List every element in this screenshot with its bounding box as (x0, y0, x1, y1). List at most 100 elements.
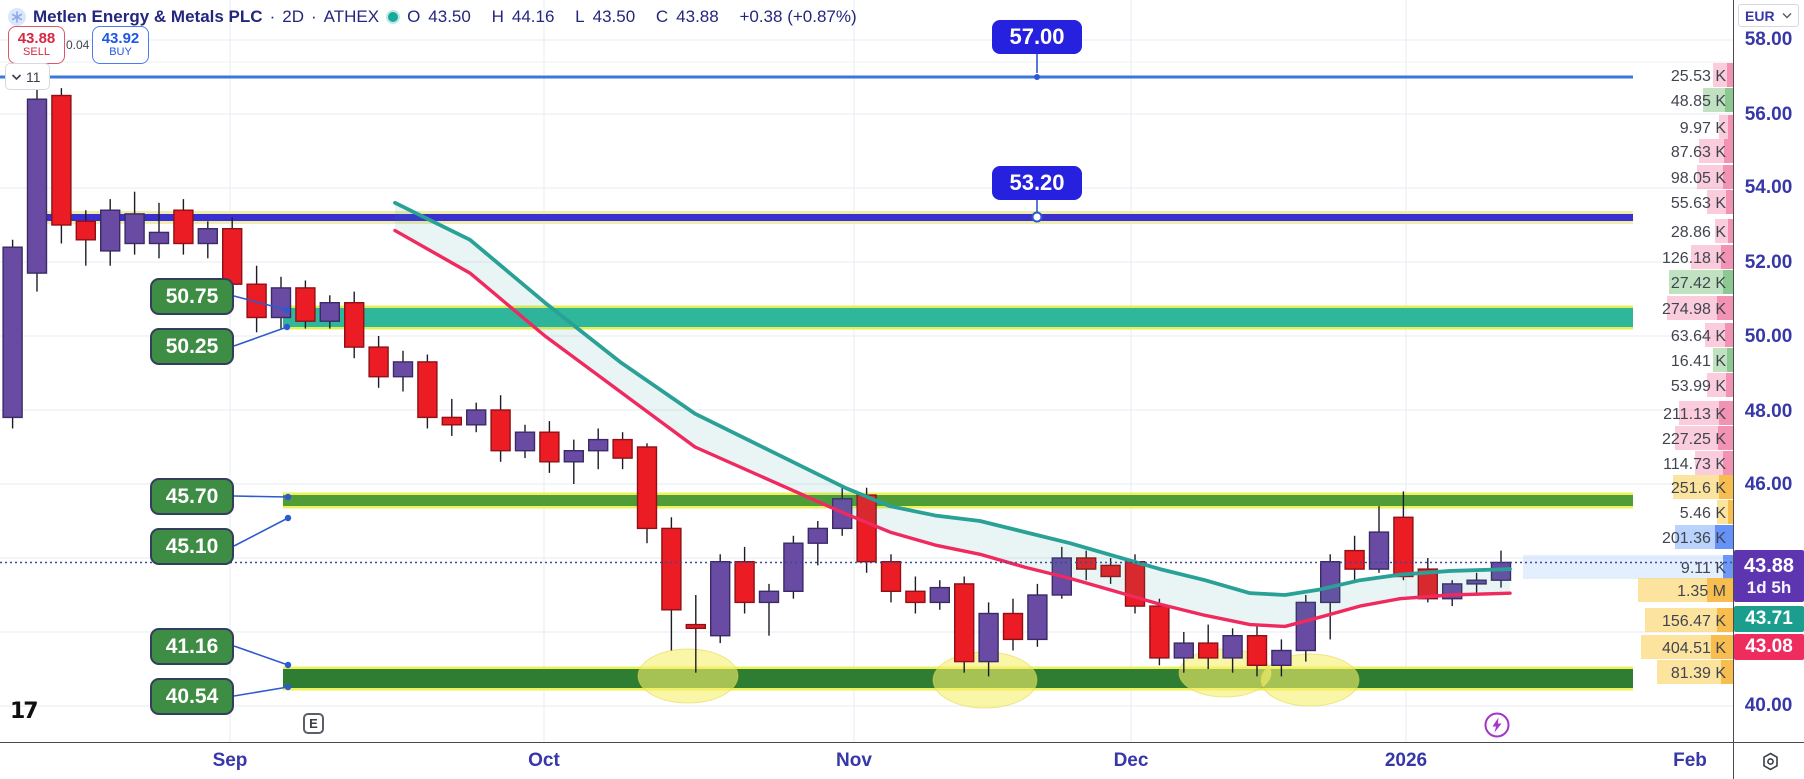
candle-body (319, 302, 340, 322)
volume-profile-bar-nub (1719, 475, 1733, 499)
volume-profile-bar-nub (1728, 115, 1733, 139)
separator: · (269, 7, 276, 26)
volume-profile-bar-nub (1725, 88, 1733, 112)
price-tick-label: 50.00 (1744, 326, 1793, 347)
price-level-badge-57.00[interactable]: 57.00 (992, 20, 1082, 54)
indicator-price-badge: 43.08 (1734, 634, 1804, 660)
chevron-down-icon (11, 73, 22, 80)
volume-profile-bar-nub (1723, 451, 1733, 475)
sell-price: 43.88 (17, 30, 56, 48)
currency-selector[interactable]: EUR (1738, 4, 1799, 27)
time-axis-border (0, 742, 1804, 743)
buy-button[interactable]: 43.92 BUY (92, 26, 149, 64)
candle-body (1393, 516, 1414, 578)
candle-body (588, 438, 609, 452)
last-price-badge: 43.88 1d 5h (1734, 550, 1804, 602)
candle-body (905, 590, 926, 604)
object-count: 11 (26, 68, 41, 85)
time-axis-label: Nov (836, 750, 872, 771)
chart-canvas[interactable]: 25.53 K 48.85 K 9.97 K 87.63 K 98.05 K 55.63 … (0, 0, 1733, 742)
volume-profile-bar-nub (1719, 401, 1733, 425)
volume-profile-value: 9.97 K (1680, 120, 1727, 137)
candle-body (368, 346, 389, 378)
candle-body (1466, 579, 1487, 585)
ma-fast-line (393, 228, 1512, 629)
volume-profile-bar-nub (1728, 219, 1733, 243)
volume-profile-value: 27.42 K (1671, 275, 1726, 292)
price-level-badge-50.75[interactable]: 50.75 (150, 278, 234, 315)
candle-body (417, 361, 438, 419)
volume-profile-bar-nub (1727, 63, 1733, 87)
candle-body (295, 287, 316, 322)
price-level-badge-45.10[interactable]: 45.10 (150, 528, 234, 565)
volume-profile-value: 28.86 K (1671, 224, 1726, 241)
candle-body (1417, 568, 1439, 600)
volume-profile-bar-nub (1727, 348, 1733, 372)
volume-profile-bar-nub (1718, 426, 1733, 450)
earnings-marker[interactable]: E (303, 713, 324, 734)
volume-profile-value: 274.98 K (1662, 301, 1726, 318)
candle-body (1002, 612, 1024, 641)
volume-profile-value: 201.36 K (1662, 530, 1726, 547)
volume-profile-value: 81.39 K (1671, 665, 1726, 682)
volume-profile-value: 87.63 K (1671, 144, 1726, 161)
bar-countdown: 1d 5h (1746, 577, 1792, 597)
sell-label: SELL (23, 46, 50, 59)
timeframe[interactable]: 2D (282, 7, 304, 26)
volume-profile-bar (1657, 660, 1733, 684)
price-tick-label: 56.00 (1744, 104, 1793, 125)
candle-body (1295, 601, 1317, 652)
candle-body (75, 220, 97, 241)
alert-lightning-icon[interactable] (1482, 710, 1512, 740)
highlight-ellipse[interactable] (637, 648, 739, 704)
price-tick-label: 58.00 (1744, 29, 1793, 50)
price-level-badge-40.54[interactable]: 40.54 (150, 678, 234, 715)
candle-body (1271, 649, 1292, 667)
exchange[interactable]: ATHEX (323, 7, 380, 26)
candle-body (1368, 531, 1390, 570)
ohlc-values: O 43.50 H 44.16 L 43.50 C 43.88 +0.38 (+0.87… (407, 7, 857, 26)
separator: · (310, 7, 317, 26)
volume-profile-bar-nub (1723, 165, 1733, 189)
symbol-logo-icon (8, 8, 26, 26)
buy-label: BUY (109, 46, 132, 59)
volume-profile-bar-nub (1717, 608, 1733, 632)
candle-body (978, 612, 999, 663)
highlight-ellipse[interactable] (1260, 653, 1360, 707)
anchor-dot (284, 661, 292, 669)
badge-connector (233, 295, 288, 311)
price-level-badge-50.25[interactable]: 50.25 (150, 328, 234, 365)
candle-body (1100, 564, 1121, 578)
volume-profile-value: 25.53 K (1671, 68, 1726, 85)
time-axis-label: Dec (1113, 750, 1149, 771)
volume-profile-bar-nub (1723, 270, 1733, 294)
candle-body (441, 416, 462, 426)
anchor-ring (1031, 211, 1043, 223)
gear-icon[interactable] (1757, 748, 1784, 775)
price-level-badge-45.70[interactable]: 45.70 (150, 478, 234, 515)
object-tree-toggle-button[interactable]: 11 (5, 63, 50, 90)
price-zone (283, 495, 1633, 506)
price-level-badge-53.20[interactable]: 53.20 (992, 166, 1082, 200)
price-level-badge-41.16[interactable]: 41.16 (150, 628, 234, 665)
ma-slow-line (393, 200, 1512, 597)
badge-connector (233, 645, 289, 666)
symbol-header: Metlen Energy & Metals PLC · 2D · ATHEX … (8, 7, 865, 27)
candle-body (783, 542, 804, 593)
candle-body (514, 431, 536, 452)
volume-profile-bar-nub (1711, 635, 1733, 659)
candle-body (344, 302, 365, 348)
symbol-name[interactable]: Metlen Energy & Metals PLC (33, 7, 263, 26)
price-tick-label: 46.00 (1744, 474, 1793, 495)
indicator-price-badge: 43.71 (1734, 606, 1804, 632)
sell-button[interactable]: 43.88 SELL (8, 26, 65, 64)
price-zone (283, 308, 1633, 327)
volume-profile-bar-nub (1724, 139, 1733, 163)
candle-body (148, 231, 170, 245)
volume-profile-value: 404.51 K (1662, 640, 1726, 657)
ma-fill (395, 202, 1510, 627)
tradingview-logo[interactable]: 17 (10, 699, 39, 724)
volume-profile-value: 63.64 K (1671, 328, 1726, 345)
candle-body (99, 209, 121, 252)
